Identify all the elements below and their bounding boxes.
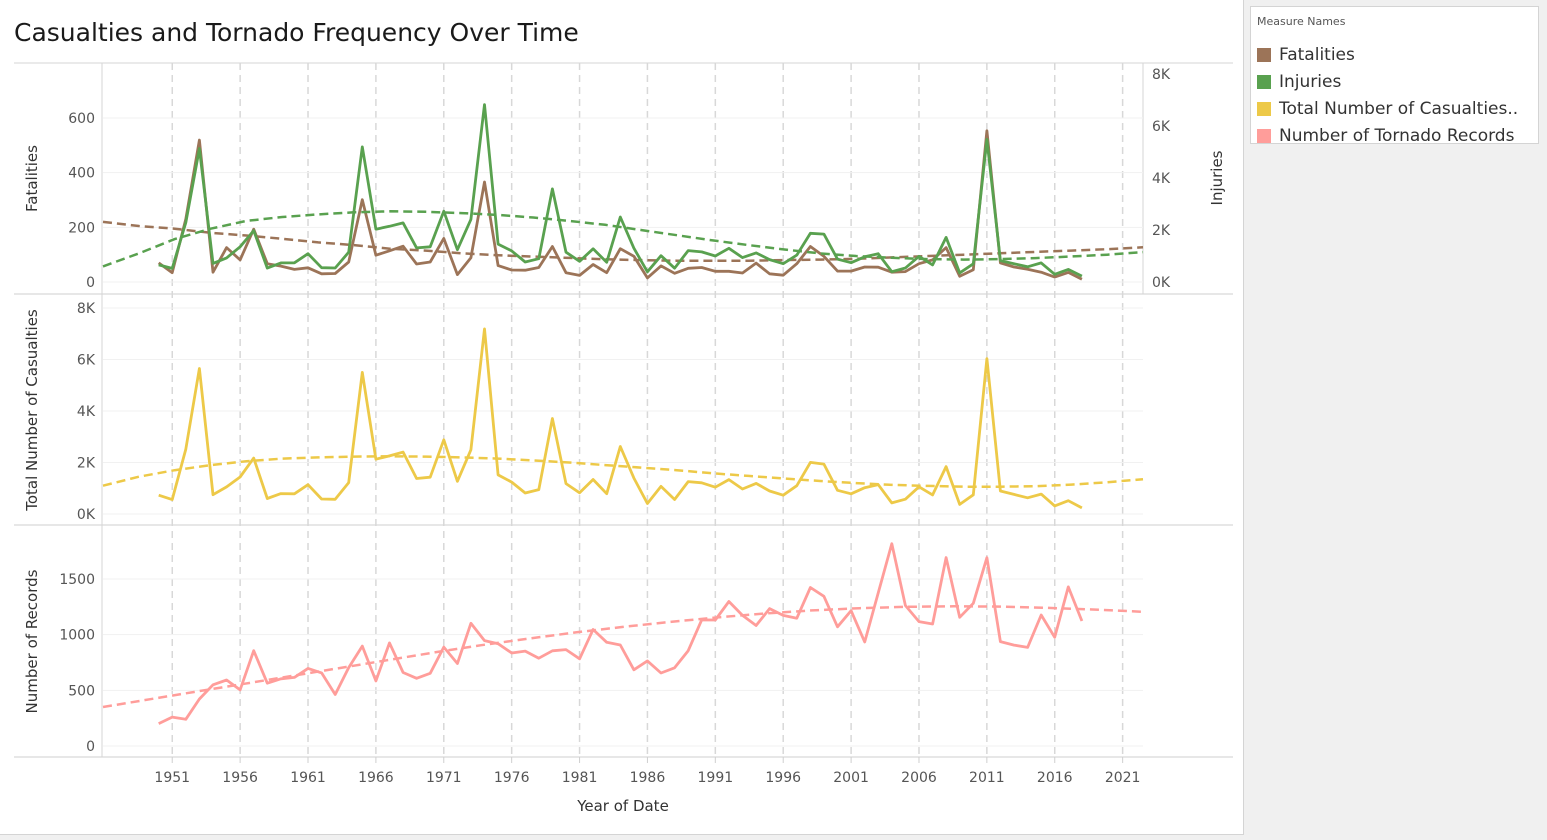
chart-area: Casualties and Tornado Frequency Over Ti… <box>0 0 1244 835</box>
legend-swatch <box>1257 48 1271 62</box>
x-tick-label: 1996 <box>765 770 801 786</box>
legend-label: Injuries <box>1279 72 1342 92</box>
legend-label: Total Number of Casualties.. <box>1279 99 1519 119</box>
y-tick-label: 1000 <box>59 628 95 644</box>
y2-axis-title: Injuries <box>1208 150 1226 205</box>
x-tick-label: 2016 <box>1037 770 1073 786</box>
legend-swatch <box>1257 102 1271 116</box>
legend-label: Fatalities <box>1279 45 1355 65</box>
legend-swatch <box>1257 129 1271 143</box>
y-tick-label: 0K <box>77 507 96 523</box>
series-line <box>157 129 1083 281</box>
legend-swatch <box>1257 75 1271 89</box>
legend-item-tornado-records[interactable]: Number of Tornado Records <box>1257 125 1514 147</box>
chart-title: Casualties and Tornado Frequency Over Ti… <box>14 18 579 47</box>
x-tick-label: 1976 <box>494 770 530 786</box>
legend: Measure Names Fatalities Injuries Total … <box>1250 6 1539 147</box>
chart-canvas: 0 200 400 600 Fatalities 0K 2K 4K 6K 8K Total Numb… <box>14 62 1233 815</box>
y2-tick-label: 0K <box>1152 275 1171 291</box>
x-tick-label: 2021 <box>1105 770 1141 786</box>
y2-tick-label: 6K <box>1152 119 1171 135</box>
x-tick-label: 1981 <box>562 770 598 786</box>
x-tick-label: 1971 <box>426 770 462 786</box>
y-tick-label: 400 <box>68 166 95 182</box>
x-axis-title: Year of Date <box>576 797 669 815</box>
legend-title: Measure Names <box>1257 15 1346 28</box>
x-tick-label: 2006 <box>901 770 937 786</box>
x-tick-label: 1956 <box>222 770 258 786</box>
y-tick-label: 4K <box>77 404 96 420</box>
x-tick-label: 1986 <box>630 770 666 786</box>
x-tick-label: 2011 <box>969 770 1005 786</box>
x-tick-label: 2001 <box>833 770 869 786</box>
y-tick-label: 0 <box>86 739 95 755</box>
y-tick-label: 1500 <box>59 572 95 588</box>
y2-tick-label: 2K <box>1152 223 1171 239</box>
x-tick-label: 1991 <box>698 770 734 786</box>
legend-label: Number of Tornado Records <box>1279 126 1515 146</box>
legend-item-fatalities[interactable]: Fatalities <box>1257 44 1355 66</box>
x-tick-label: 1966 <box>358 770 394 786</box>
legend-item-injuries[interactable]: Injuries <box>1257 71 1341 93</box>
legend-item-total-casualties[interactable]: Total Number of Casualties.. <box>1257 98 1518 120</box>
y-axis-title: Fatalities <box>23 145 41 212</box>
y-axis-title: Total Number of Casualties <box>23 309 41 512</box>
y-tick-label: 500 <box>68 683 95 699</box>
y-tick-label: 6K <box>77 353 96 369</box>
series-line <box>158 103 1083 278</box>
y-tick-label: 8K <box>77 301 96 317</box>
y-axis-title: Number of Records <box>23 569 41 713</box>
series-line <box>158 542 1084 725</box>
x-tick-label: 1961 <box>290 770 326 786</box>
series-line <box>158 327 1083 510</box>
y-tick-label: 600 <box>68 111 95 127</box>
y2-tick-label: 4K <box>1152 171 1171 187</box>
trend-line <box>102 220 1144 262</box>
trend-line <box>102 455 1144 488</box>
y2-tick-label: 8K <box>1152 67 1171 83</box>
y-tick-label: 2K <box>77 456 96 472</box>
y-tick-label: 200 <box>68 220 95 236</box>
x-tick-label: 1951 <box>154 770 190 786</box>
y-tick-label: 0 <box>86 275 95 291</box>
